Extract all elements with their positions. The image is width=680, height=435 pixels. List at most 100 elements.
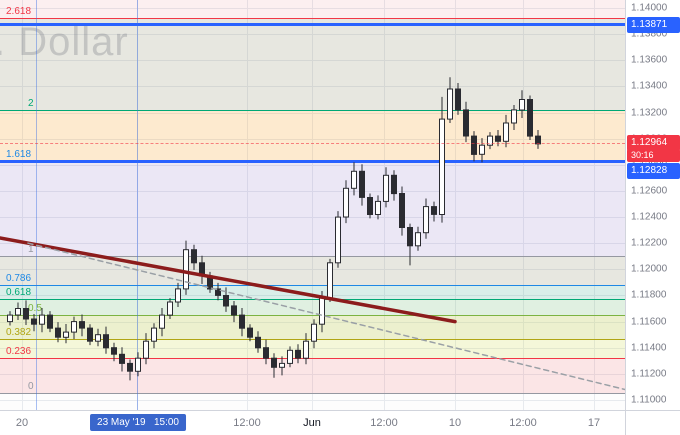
- candle-body: [23, 308, 29, 320]
- fib-level-label: 0.618: [6, 287, 32, 299]
- candle-body: [327, 262, 333, 299]
- fib-level-label: 2: [28, 97, 34, 109]
- candle-body: [279, 362, 285, 368]
- candle-body: [495, 135, 501, 142]
- fib-level-line[interactable]: [0, 393, 625, 395]
- candle-body: [375, 200, 381, 215]
- price-tick-label: 1.13400: [631, 80, 668, 92]
- candle-body: [303, 340, 309, 359]
- fib-level-line[interactable]: [0, 256, 625, 258]
- fib-band: [0, 299, 625, 316]
- price-tick-label: 1.11000: [631, 394, 667, 406]
- fib-band: [0, 18, 625, 110]
- fib-level-line[interactable]: [0, 18, 625, 20]
- candle-body: [111, 347, 117, 355]
- fib-band: [0, 256, 625, 285]
- candle-body: [127, 362, 133, 372]
- candle-body: [271, 357, 277, 368]
- fib-level-label: 1: [28, 244, 34, 256]
- price-chart-plot[interactable]: . Dollar 2.618 2 1.618 1 0.786 0.618 0.5 0.382 0…: [0, 0, 625, 410]
- candle-body: [463, 109, 469, 137]
- trendline[interactable]: [27, 242, 625, 391]
- candle-body: [287, 349, 293, 364]
- price-badge: 1.12964: [627, 135, 680, 152]
- time-tick-label: 12:00: [509, 417, 537, 429]
- candle-body: [511, 109, 517, 124]
- fib-level-line[interactable]: [0, 358, 625, 360]
- fib-band: [0, 0, 625, 19]
- price-tick-label: 1.12200: [631, 237, 668, 249]
- price-badge: 1.12828: [627, 163, 680, 180]
- fib-level-label: 0.382: [6, 326, 32, 338]
- time-tick-label: Jun: [303, 417, 321, 429]
- support-resistance-line[interactable]: [0, 23, 625, 27]
- candle-body: [135, 357, 141, 372]
- candle-body: [191, 249, 197, 264]
- price-tick-label: 1.12600: [631, 185, 668, 197]
- candle-body: [439, 118, 445, 215]
- grid-line-vertical: [312, 0, 313, 410]
- fib-level-label: 1.618: [6, 149, 32, 161]
- candle-body: [31, 318, 37, 325]
- candle-body: [7, 314, 13, 323]
- candle-body: [471, 135, 477, 155]
- vertical-event-line[interactable]: [137, 0, 138, 410]
- candle-body: [311, 323, 317, 342]
- candle-body: [87, 327, 93, 342]
- candle-body: [431, 206, 437, 215]
- candle-body: [175, 288, 181, 303]
- vertical-event-line[interactable]: [36, 0, 37, 410]
- grid-line-vertical: [523, 0, 524, 410]
- fib-level-line[interactable]: [0, 285, 625, 286]
- support-resistance-line[interactable]: [0, 159, 625, 163]
- grid-line-vertical: [455, 0, 456, 410]
- fib-level-line[interactable]: [0, 299, 625, 301]
- candle-body: [39, 314, 45, 325]
- grid-line-vertical: [137, 0, 138, 410]
- fib-level-label: 0: [28, 381, 34, 393]
- grid-line-vertical: [594, 0, 595, 410]
- fib-band: [0, 285, 625, 300]
- fib-band: [0, 109, 625, 162]
- price-tick-label: 1.11600: [631, 316, 667, 328]
- time-tick-label: 20: [15, 417, 29, 429]
- fib-level-label: 0.5: [28, 303, 42, 315]
- candle-body: [343, 187, 349, 218]
- candle-body: [159, 314, 165, 329]
- candle-body: [79, 321, 85, 329]
- candle-body: [383, 174, 389, 202]
- current-price-line: [0, 143, 625, 145]
- price-tick-label: 1.11800: [631, 289, 667, 301]
- price-badge: 1.13871: [627, 16, 680, 33]
- countdown-badge: 30:16: [627, 149, 680, 163]
- price-tick-label: 1.13800: [631, 28, 668, 40]
- candle-body: [47, 314, 53, 329]
- candle-body: [319, 297, 325, 325]
- candle-body: [351, 170, 357, 189]
- candle-body: [447, 88, 453, 120]
- fib-level-line[interactable]: [0, 109, 625, 111]
- price-axis[interactable]: 1.140001.138001.136001.134001.132001.130…: [625, 0, 680, 410]
- candle-body: [479, 144, 485, 155]
- candle-body: [239, 314, 245, 329]
- candle-body: [167, 301, 173, 316]
- candle-body: [55, 327, 61, 338]
- candle-body: [15, 308, 21, 316]
- candle-body: [247, 327, 253, 338]
- candle-body: [503, 122, 509, 142]
- price-tick-label: 1.11400: [631, 342, 667, 354]
- price-tick-label: 1.14000: [631, 2, 668, 14]
- candle-body: [183, 249, 189, 290]
- candle-body: [215, 288, 221, 296]
- fib-band: [0, 161, 625, 257]
- candle-body: [263, 347, 269, 359]
- candle-body: [423, 206, 429, 234]
- trendline[interactable]: [0, 236, 457, 324]
- time-axis[interactable]: 20 12:00 Jun 12:00 10 12:00 17 23 May '19 15:00: [0, 410, 625, 435]
- fib-band: [0, 338, 625, 359]
- candle-body: [95, 334, 101, 342]
- fib-level-line[interactable]: [0, 315, 625, 317]
- price-tick-label: 1.12000: [631, 263, 668, 275]
- grid-line-vertical: [247, 0, 248, 410]
- candle-body: [415, 232, 421, 247]
